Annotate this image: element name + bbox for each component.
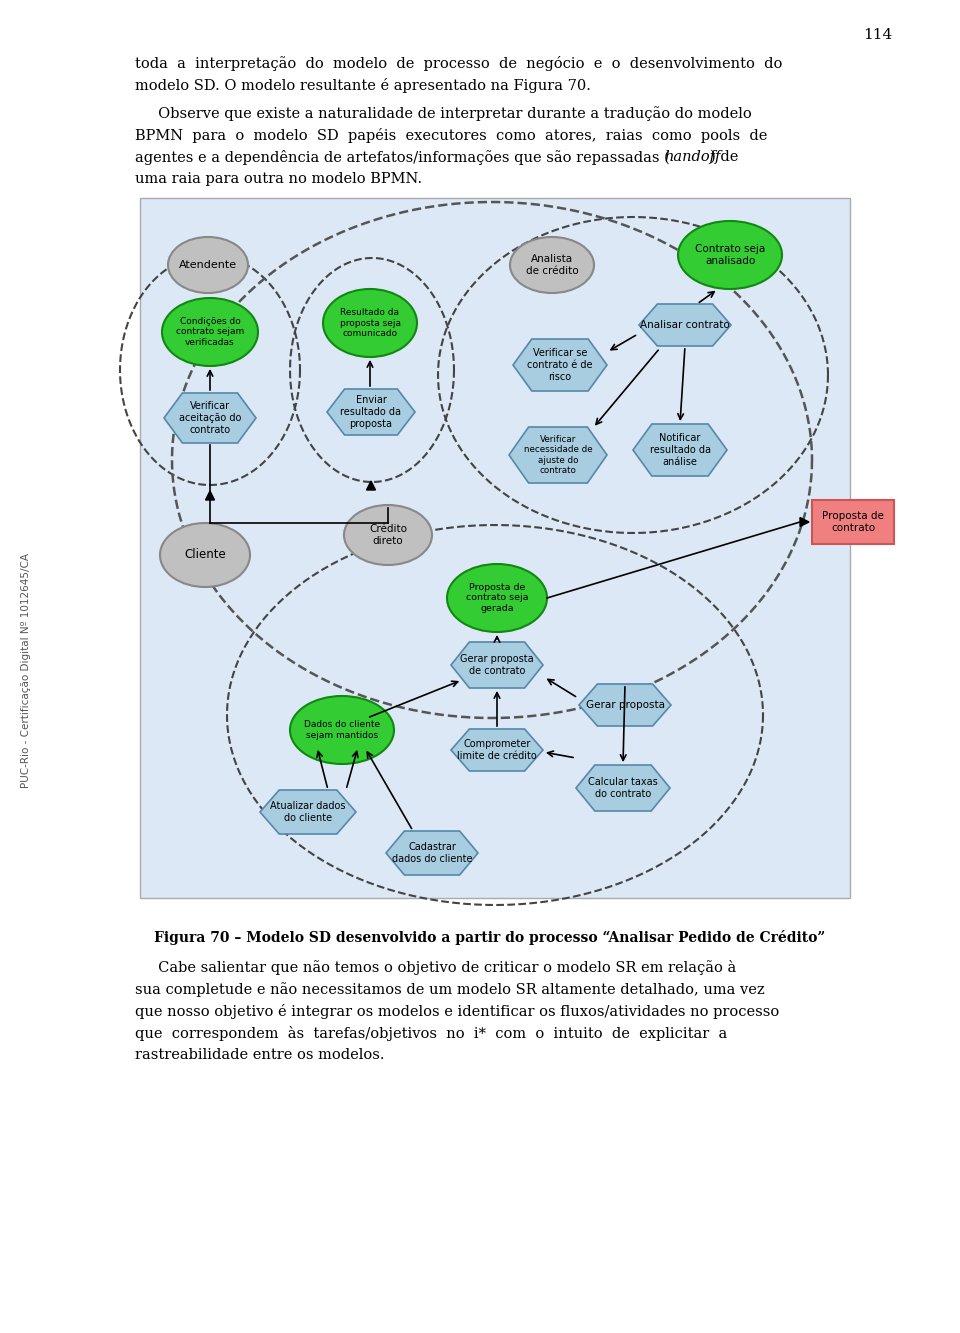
Text: modelo SD. O modelo resultante é apresentado na Figura 70.: modelo SD. O modelo resultante é apresen… bbox=[135, 79, 590, 93]
Text: Calcular taxas
do contrato: Calcular taxas do contrato bbox=[588, 777, 658, 798]
Text: Crédito
direto: Crédito direto bbox=[369, 524, 407, 545]
Text: Comprometer
limite de crédito: Comprometer limite de crédito bbox=[457, 740, 537, 761]
Text: Verificar
necessidade de
ajuste do
contrato: Verificar necessidade de ajuste do contr… bbox=[524, 435, 592, 475]
Text: Cadastrar
dados do cliente: Cadastrar dados do cliente bbox=[392, 842, 472, 864]
Ellipse shape bbox=[510, 237, 594, 293]
Ellipse shape bbox=[447, 564, 547, 632]
Ellipse shape bbox=[162, 299, 258, 367]
Text: Proposta de
contrato seja
gerada: Proposta de contrato seja gerada bbox=[466, 583, 528, 613]
Polygon shape bbox=[513, 339, 607, 391]
Ellipse shape bbox=[678, 221, 782, 289]
Text: Enviar
resultado da
proposta: Enviar resultado da proposta bbox=[341, 396, 401, 429]
Polygon shape bbox=[576, 765, 670, 810]
Text: PUC-Rio - Certificação Digital Nº 1012645/CA: PUC-Rio - Certificação Digital Nº 101264… bbox=[21, 552, 31, 788]
Text: handoff: handoff bbox=[664, 151, 720, 164]
Text: toda  a  interpretação  do  modelo  de  processo  de  negócio  e  o  desenvolvim: toda a interpretação do modelo de proces… bbox=[135, 56, 782, 71]
Polygon shape bbox=[633, 424, 727, 476]
Text: Condições do
contrato sejam
verificadas: Condições do contrato sejam verificadas bbox=[176, 317, 244, 347]
Polygon shape bbox=[800, 517, 809, 527]
Text: Verificar
aceitação do
contrato: Verificar aceitação do contrato bbox=[179, 401, 241, 435]
Ellipse shape bbox=[160, 523, 250, 587]
Text: 114: 114 bbox=[863, 28, 893, 43]
Text: Atendente: Atendente bbox=[179, 260, 237, 271]
Text: Analisar contrato: Analisar contrato bbox=[640, 320, 730, 331]
Text: agentes e a dependência de artefatos/informações que são repassadas (: agentes e a dependência de artefatos/inf… bbox=[135, 151, 670, 165]
Text: Observe que existe a naturalidade de interpretar durante a tradução do modelo: Observe que existe a naturalidade de int… bbox=[135, 107, 752, 121]
Text: rastreabilidade entre os modelos.: rastreabilidade entre os modelos. bbox=[135, 1048, 385, 1062]
Text: Contrato seja
analisado: Contrato seja analisado bbox=[695, 244, 765, 265]
Text: Atualizar dados
do cliente: Atualizar dados do cliente bbox=[271, 801, 346, 822]
Text: sua completude e não necessitamos de um modelo SR altamente detalhado, uma vez: sua completude e não necessitamos de um … bbox=[135, 982, 764, 997]
Text: BPMN  para  o  modelo  SD  papéis  executores  como  atores,  raias  como  pools: BPMN para o modelo SD papéis executores … bbox=[135, 128, 767, 143]
Bar bbox=[140, 199, 850, 898]
Polygon shape bbox=[367, 481, 375, 491]
Text: Gerar proposta: Gerar proposta bbox=[586, 700, 664, 710]
Polygon shape bbox=[639, 304, 731, 347]
Ellipse shape bbox=[323, 289, 417, 357]
Ellipse shape bbox=[290, 696, 394, 764]
Polygon shape bbox=[327, 389, 415, 435]
Ellipse shape bbox=[168, 237, 248, 293]
Text: uma raia para outra no modelo BPMN.: uma raia para outra no modelo BPMN. bbox=[135, 172, 422, 187]
Text: Gerar proposta
de contrato: Gerar proposta de contrato bbox=[460, 655, 534, 676]
Polygon shape bbox=[386, 830, 478, 874]
Text: Figura 70 – Modelo SD desenvolvido a partir do processo “Analisar Pedido de Créd: Figura 70 – Modelo SD desenvolvido a par… bbox=[155, 930, 826, 945]
Text: Dados do cliente
sejam mantidos: Dados do cliente sejam mantidos bbox=[304, 720, 380, 740]
Text: ) de: ) de bbox=[710, 151, 738, 164]
Text: Analista
de crédito: Analista de crédito bbox=[526, 255, 578, 276]
Text: Notificar
resultado da
análise: Notificar resultado da análise bbox=[650, 433, 710, 467]
Polygon shape bbox=[164, 393, 256, 443]
Text: que nosso objetivo é integrar os modelos e identificar os fluxos/atividades no p: que nosso objetivo é integrar os modelos… bbox=[135, 1004, 780, 1018]
Polygon shape bbox=[579, 684, 671, 726]
Polygon shape bbox=[260, 790, 356, 834]
Polygon shape bbox=[451, 643, 543, 688]
Polygon shape bbox=[451, 729, 543, 770]
Text: Proposta de
contrato: Proposta de contrato bbox=[822, 511, 884, 533]
Ellipse shape bbox=[344, 505, 432, 565]
Polygon shape bbox=[509, 427, 607, 483]
FancyBboxPatch shape bbox=[812, 500, 894, 544]
Text: Verificar se
contrato é de
risco: Verificar se contrato é de risco bbox=[527, 348, 592, 381]
Text: Cabe salientar que não temos o objetivo de criticar o modelo SR em relação à: Cabe salientar que não temos o objetivo … bbox=[135, 960, 736, 974]
Text: Cliente: Cliente bbox=[184, 548, 226, 561]
Polygon shape bbox=[205, 491, 214, 500]
Text: Resultado da
proposta seja
comunicado: Resultado da proposta seja comunicado bbox=[340, 308, 400, 337]
Text: que  correspondem  às  tarefas/objetivos  no  i*  com  o  intuito  de  explicita: que correspondem às tarefas/objetivos no… bbox=[135, 1026, 728, 1041]
